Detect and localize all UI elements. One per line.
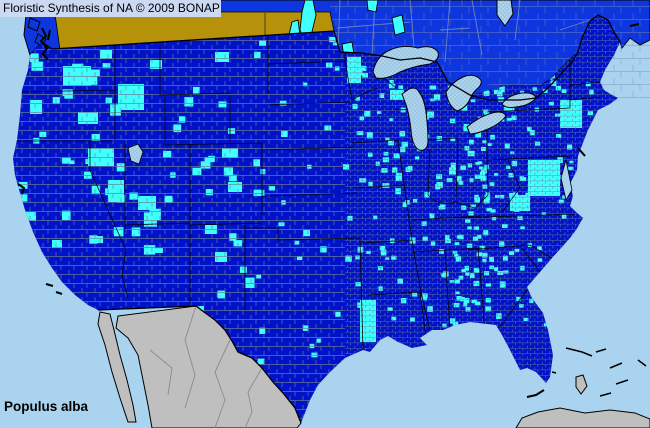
- great-lakes-water: [372, 45, 537, 151]
- puget-sound: [39, 27, 51, 61]
- andros-island: [575, 374, 588, 395]
- mexico-state-lines: [149, 305, 263, 428]
- lake-erie: [466, 111, 507, 135]
- san-francisco-bay: [17, 183, 26, 195]
- baja-california: [97, 311, 137, 423]
- species-name: Populus alba: [4, 399, 89, 414]
- lake-huron: [445, 74, 482, 112]
- species-name-label: Populus alba: [4, 399, 88, 414]
- us-mexico-border: [97, 305, 302, 424]
- delaware-bay: [577, 147, 586, 157]
- bahamas: [551, 347, 647, 397]
- james-bay: [496, 0, 514, 27]
- lake-michigan: [401, 87, 429, 151]
- florida-keys: [526, 389, 545, 398]
- chesapeake-bay: [560, 159, 573, 202]
- international-borders: [41, 14, 621, 424]
- mexico-region: [97, 305, 650, 428]
- lake-superior: [372, 45, 439, 79]
- map-title: Floristic Synthesis of NA © 2009 BONAP: [3, 1, 220, 15]
- channel-islands: [45, 283, 63, 295]
- map-title-bar: Floristic Synthesis of NA © 2009 BONAP: [0, 0, 221, 17]
- cuba: [515, 407, 650, 428]
- great-salt-lake: [127, 143, 144, 165]
- canada-region: [0, 0, 650, 130]
- us-canada-border: [41, 14, 621, 101]
- prince-edward-island: [629, 23, 640, 27]
- state-borders: [16, 31, 603, 351]
